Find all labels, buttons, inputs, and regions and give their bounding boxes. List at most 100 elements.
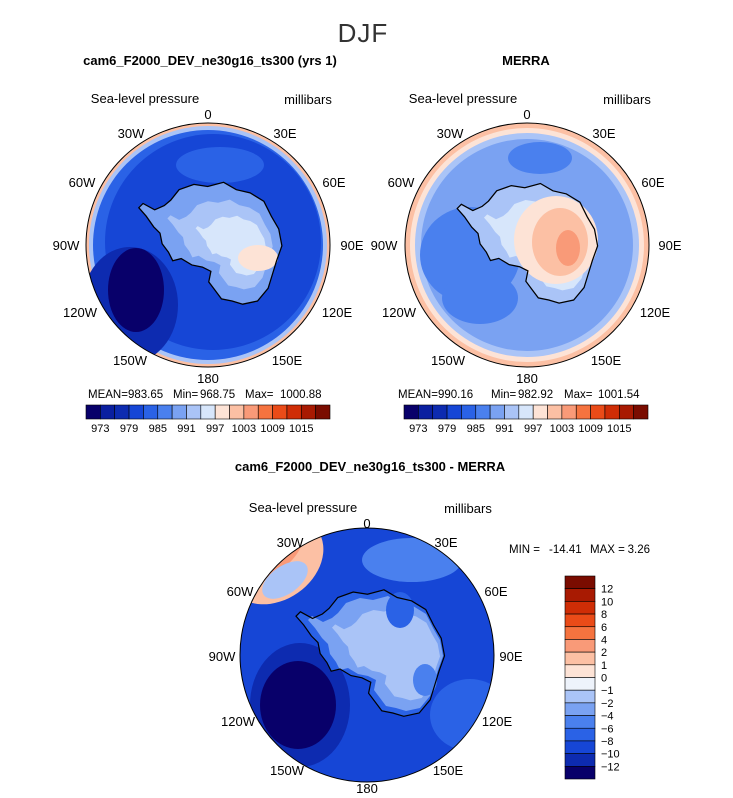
svg-text:150W: 150W: [270, 763, 305, 778]
colorbar-swatch: [489, 404, 505, 420]
colorbar-swatch: [633, 404, 649, 420]
colorbar-tick-label: 979: [120, 423, 138, 435]
svg-text:30W: 30W: [277, 535, 304, 550]
svg-text:3.26: 3.26: [628, 544, 650, 556]
panel-obs-colorbar: 973 979 985 991 997 1003 1009 1015: [403, 404, 649, 435]
figure-title: DJF: [338, 18, 389, 48]
svg-text:60W: 60W: [388, 175, 415, 190]
colorbar-tick-label: −1: [601, 685, 614, 697]
svg-text:60W: 60W: [69, 175, 96, 190]
svg-text:150E: 150E: [433, 763, 464, 778]
svg-text:120E: 120E: [322, 305, 353, 320]
colorbar-swatch: [272, 404, 288, 420]
colorbar-tick-label: 1003: [232, 423, 256, 435]
colorbar-swatch: [418, 404, 434, 420]
colorbar-swatch: [315, 404, 331, 420]
colorbar-swatch: [604, 404, 620, 420]
colorbar-tick-label: 1009: [260, 423, 284, 435]
panel-diff: cam6_F2000_DEV_ne30g16_ts300 - MERRA Sea…: [209, 459, 650, 796]
panel-obs-units: millibars: [603, 92, 651, 107]
svg-text:120W: 120W: [63, 305, 98, 320]
panel-model-units: millibars: [284, 92, 332, 107]
svg-text:150E: 150E: [591, 353, 622, 368]
colorbar-tick-label: 1003: [550, 423, 574, 435]
svg-text:30E: 30E: [592, 126, 615, 141]
colorbar-swatch: [564, 613, 596, 628]
colorbar-swatch: [229, 404, 245, 420]
svg-text:150E: 150E: [272, 353, 303, 368]
colorbar-tick-label: 997: [524, 423, 542, 435]
colorbar-tick-label: 0: [601, 673, 607, 685]
svg-text:180: 180: [516, 371, 538, 386]
colorbar-swatch: [403, 404, 419, 420]
svg-text:Max=: Max=: [245, 389, 274, 401]
colorbar-swatch: [564, 664, 596, 678]
colorbar-tick-label: 12: [601, 584, 613, 596]
svg-text:90E: 90E: [499, 649, 522, 664]
svg-text:0: 0: [523, 107, 530, 122]
svg-text:60E: 60E: [322, 175, 345, 190]
svg-text:990.16: 990.16: [438, 389, 473, 401]
panel-obs-variable: Sea-level pressure: [409, 91, 517, 106]
panel-model-map: [86, 123, 330, 367]
colorbar-tick-label: −2: [601, 698, 614, 710]
colorbar-swatch: [561, 404, 577, 420]
colorbar-swatch: [286, 404, 302, 420]
svg-text:120W: 120W: [221, 714, 256, 729]
colorbar-swatch: [300, 404, 316, 420]
colorbar-swatch: [564, 677, 596, 691]
svg-text:983.65: 983.65: [128, 389, 163, 401]
svg-text:30W: 30W: [118, 126, 145, 141]
colorbar-swatch: [171, 404, 187, 420]
colorbar-tick-label: 973: [91, 423, 109, 435]
svg-text:60W: 60W: [227, 584, 254, 599]
colorbar-swatch: [100, 404, 116, 420]
colorbar-tick-label: 973: [409, 423, 427, 435]
colorbar-swatch: [564, 626, 596, 640]
colorbar-tick-label: 8: [601, 609, 607, 621]
svg-text:MEAN=: MEAN=: [398, 389, 438, 401]
colorbar-swatch: [432, 404, 448, 420]
panel-obs-title: MERRA: [502, 53, 550, 68]
svg-text:90W: 90W: [209, 649, 236, 664]
panel-diff-variable: Sea-level pressure: [249, 500, 357, 515]
svg-text:982.92: 982.92: [518, 389, 553, 401]
colorbar-tick-label: 1: [601, 660, 607, 672]
colorbar-tick-label: 997: [206, 423, 224, 435]
colorbar-swatch: [85, 404, 101, 420]
svg-text:150W: 150W: [431, 353, 466, 368]
colorbar-swatch: [214, 404, 230, 420]
svg-text:60E: 60E: [484, 584, 507, 599]
colorbar-tick-label: 1015: [289, 423, 313, 435]
colorbar-swatch: [564, 727, 596, 742]
panel-model-stats: MEAN= 983.65 Min= 968.75 Max= 1000.88: [88, 389, 322, 401]
colorbar-swatch: [547, 404, 563, 420]
svg-text:60E: 60E: [641, 175, 664, 190]
colorbar-swatch: [564, 702, 596, 716]
colorbar-swatch: [461, 404, 477, 420]
panel-model-variable: Sea-level pressure: [91, 91, 199, 106]
colorbar-swatch: [564, 651, 596, 666]
colorbar-swatch: [186, 404, 202, 420]
colorbar-tick-label: −8: [601, 736, 614, 748]
panel-diff-map-border: [239, 527, 495, 783]
svg-text:0: 0: [204, 107, 211, 122]
panel-obs-lon-labels: 0 30E 60E 90E 120E 150E 180 150W 120W 90…: [371, 107, 682, 386]
colorbar-swatch: [518, 404, 534, 420]
panel-model-title: cam6_F2000_DEV_ne30g16_ts300 (yrs 1): [83, 53, 337, 68]
colorbar-tick-label: −4: [601, 711, 614, 723]
panel-diff-units: millibars: [444, 501, 492, 516]
svg-text:90W: 90W: [371, 238, 398, 253]
colorbar-swatch: [532, 404, 548, 420]
colorbar-tick-label: 10: [601, 596, 613, 608]
colorbar-tick-label: −12: [601, 761, 620, 773]
panel-obs: MERRA Sea-level pressure millibars: [371, 53, 682, 435]
colorbar-tick-label: 991: [495, 423, 513, 435]
svg-text:90W: 90W: [53, 238, 80, 253]
colorbar-swatch: [564, 601, 596, 615]
colorbar-swatch: [564, 689, 596, 704]
svg-text:Min=: Min=: [491, 389, 517, 401]
colorbar-swatch: [143, 404, 159, 420]
